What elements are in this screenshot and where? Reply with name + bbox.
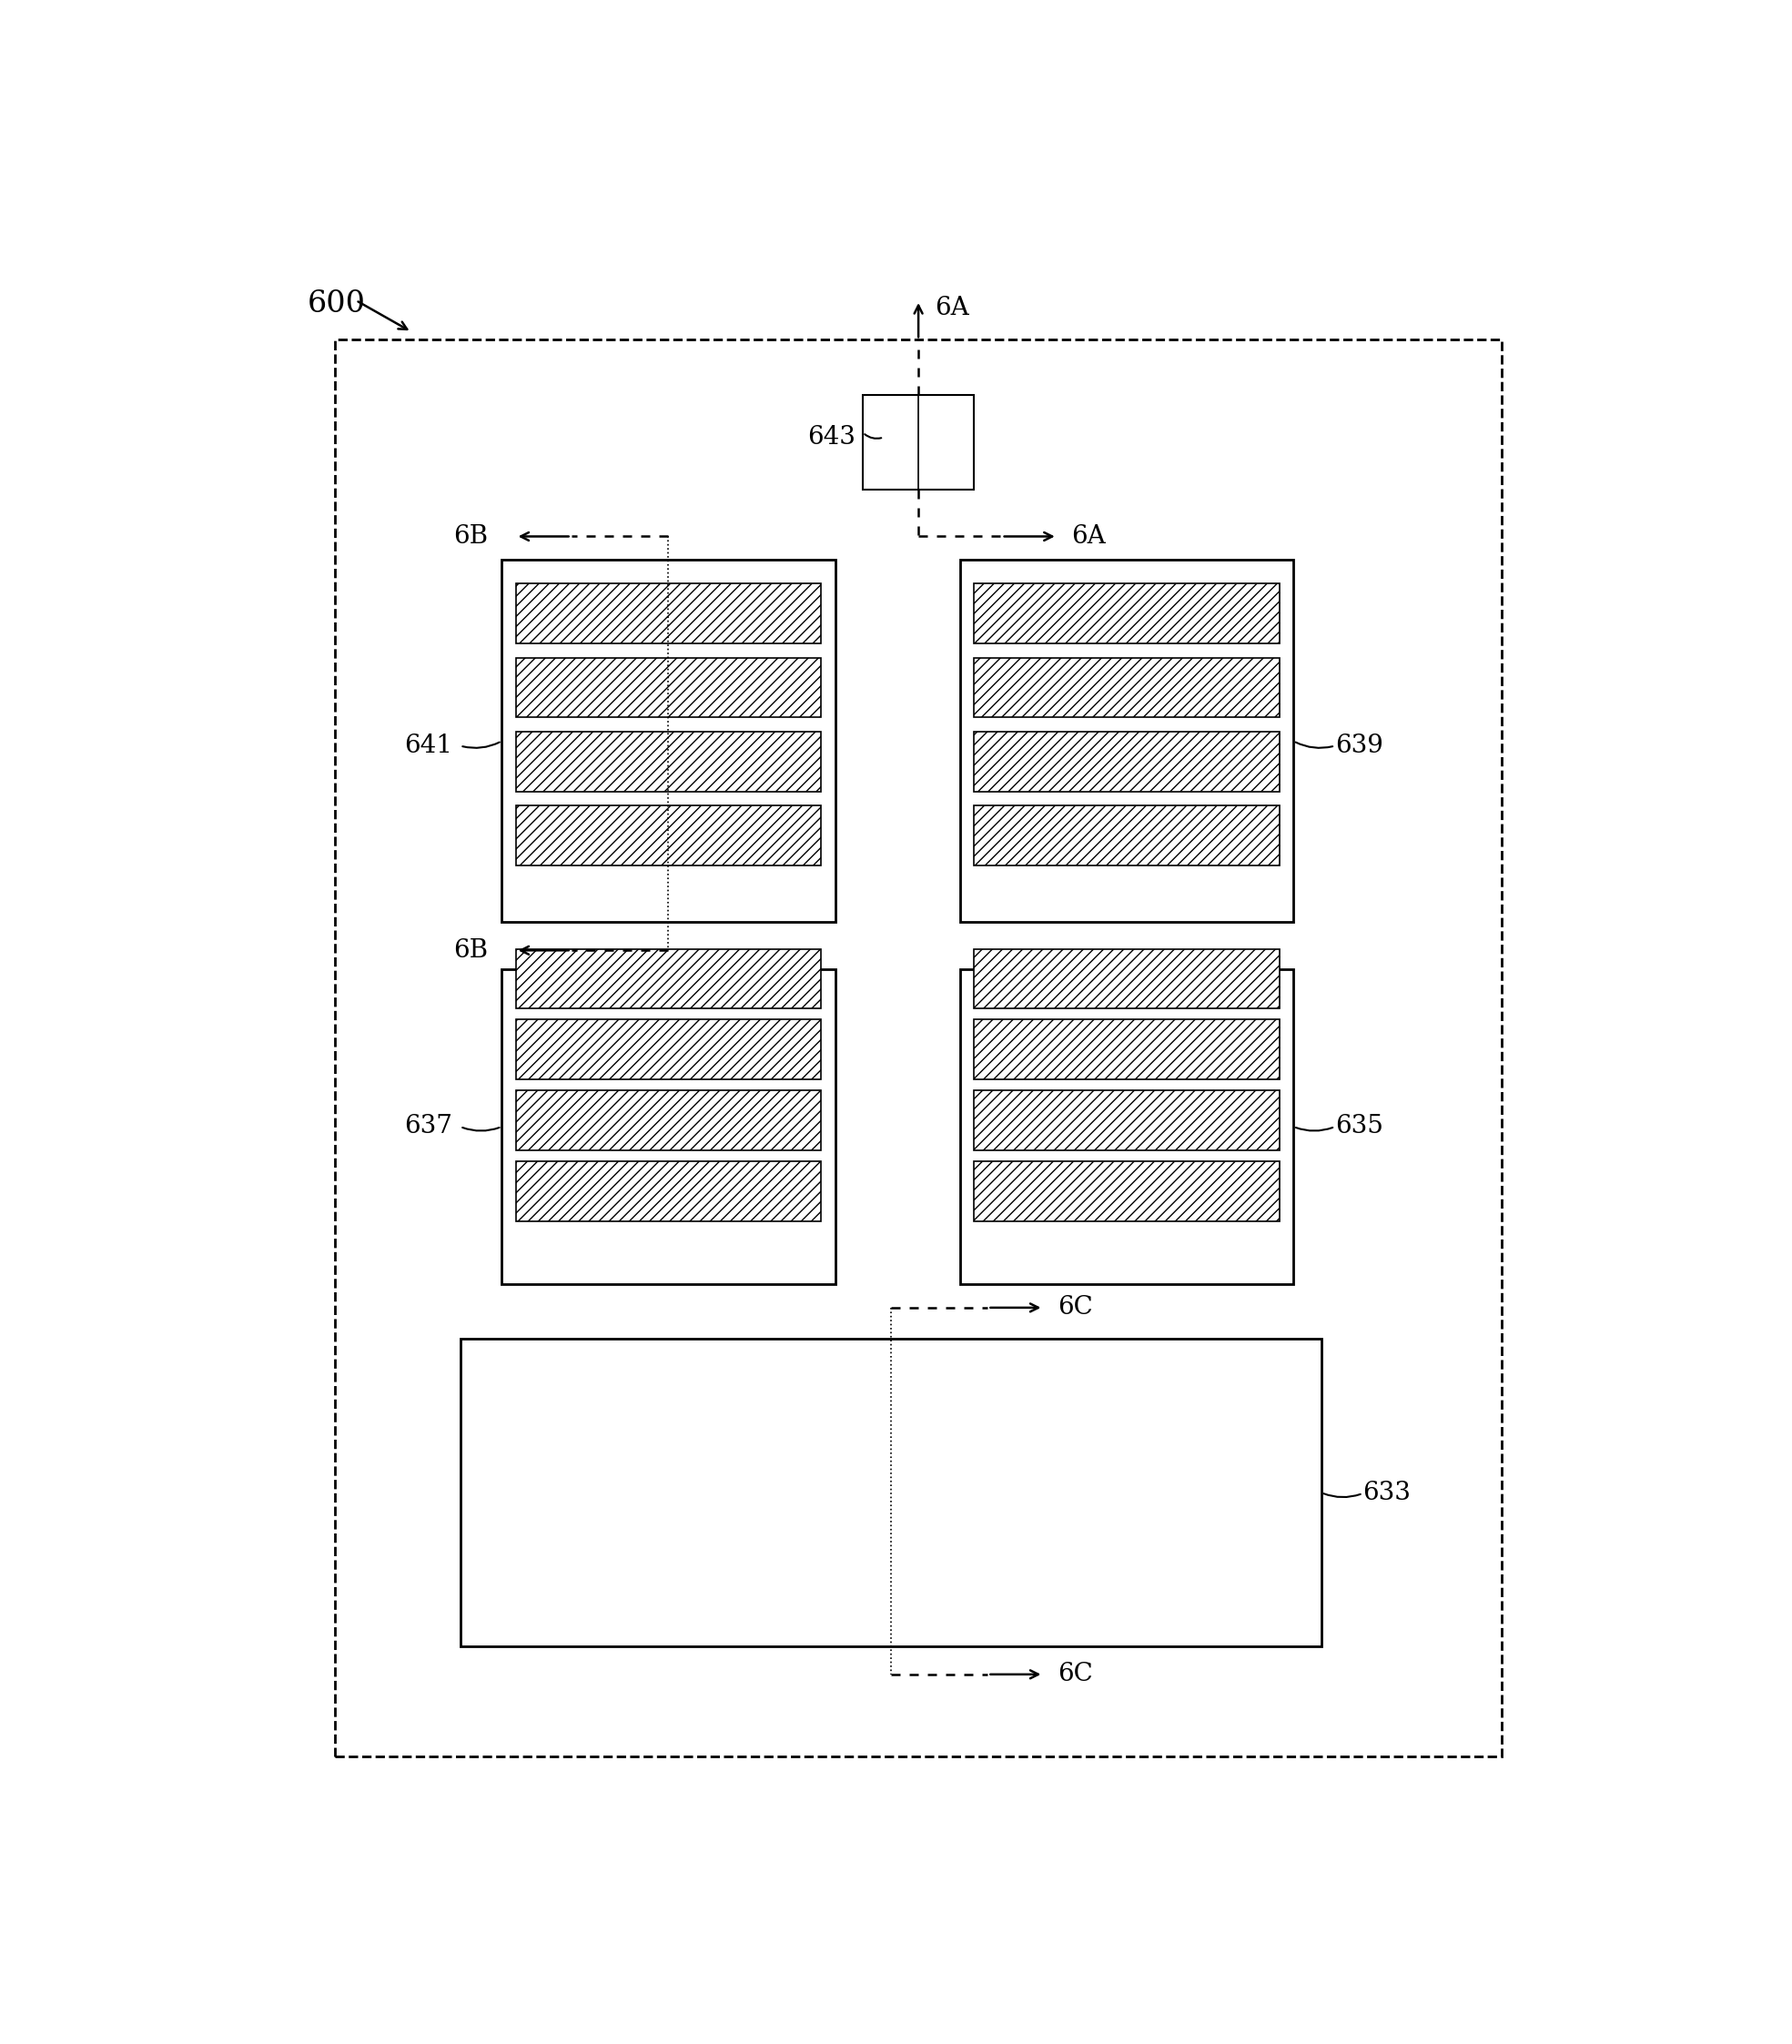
- Bar: [502, 969, 835, 1284]
- Bar: [961, 969, 1294, 1284]
- Bar: [961, 560, 1294, 922]
- Text: 6A: 6A: [1072, 523, 1106, 548]
- Bar: [516, 585, 821, 644]
- Bar: [516, 1161, 821, 1220]
- Text: 6C: 6C: [1057, 1296, 1093, 1320]
- Bar: [975, 732, 1279, 791]
- Text: 6B: 6B: [453, 938, 487, 963]
- Bar: [975, 948, 1279, 1008]
- Bar: [975, 1089, 1279, 1151]
- Bar: [975, 1020, 1279, 1079]
- Bar: [864, 394, 975, 489]
- Text: 641: 641: [405, 734, 453, 758]
- Bar: [516, 948, 821, 1008]
- Bar: [461, 1339, 1321, 1645]
- Bar: [335, 339, 1502, 1756]
- Bar: [516, 658, 821, 717]
- Text: 637: 637: [405, 1114, 453, 1139]
- Bar: [975, 585, 1279, 644]
- Bar: [516, 732, 821, 791]
- Text: 6C: 6C: [1057, 1662, 1093, 1686]
- Text: 6B: 6B: [453, 523, 487, 548]
- Bar: [975, 1161, 1279, 1220]
- Text: 600: 600: [308, 288, 366, 319]
- Text: 643: 643: [806, 425, 855, 450]
- Text: 635: 635: [1335, 1114, 1383, 1139]
- Text: 633: 633: [1362, 1482, 1410, 1506]
- Bar: [975, 658, 1279, 717]
- Bar: [975, 805, 1279, 865]
- Text: 6A: 6A: [935, 296, 969, 321]
- Bar: [516, 1020, 821, 1079]
- Bar: [516, 1089, 821, 1151]
- Bar: [516, 805, 821, 865]
- Bar: [502, 560, 835, 922]
- Text: 639: 639: [1335, 734, 1383, 758]
